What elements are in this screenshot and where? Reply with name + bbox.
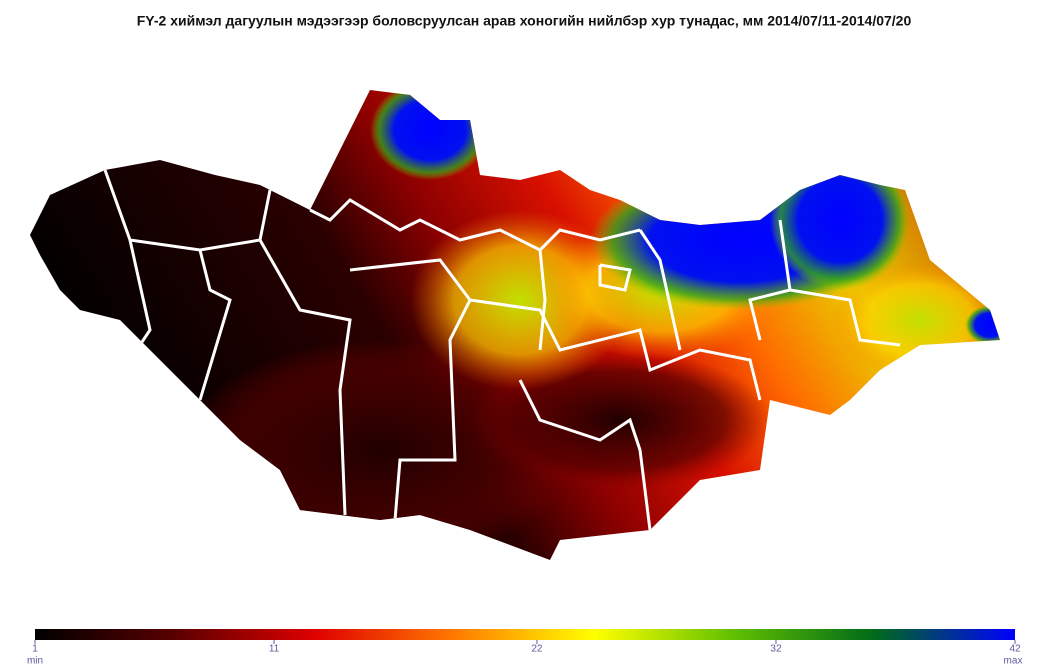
colorbar-max-label: max	[1004, 656, 1023, 666]
colorbar-tick-label: 32	[770, 644, 782, 655]
colorbar	[35, 629, 1015, 640]
colorbar-tick-label: 11	[269, 644, 280, 655]
precipitation-map	[30, 90, 1000, 560]
colorbar-tick-label: 1	[32, 644, 38, 655]
colorbar-tick-label: 42	[1009, 644, 1021, 655]
map-title: FY-2 хиймэл дагуулын мэдээгээр боловсруу…	[137, 13, 912, 29]
colorbar-tick-label: 22	[531, 644, 543, 655]
colorbar-min-label: min	[27, 656, 43, 666]
